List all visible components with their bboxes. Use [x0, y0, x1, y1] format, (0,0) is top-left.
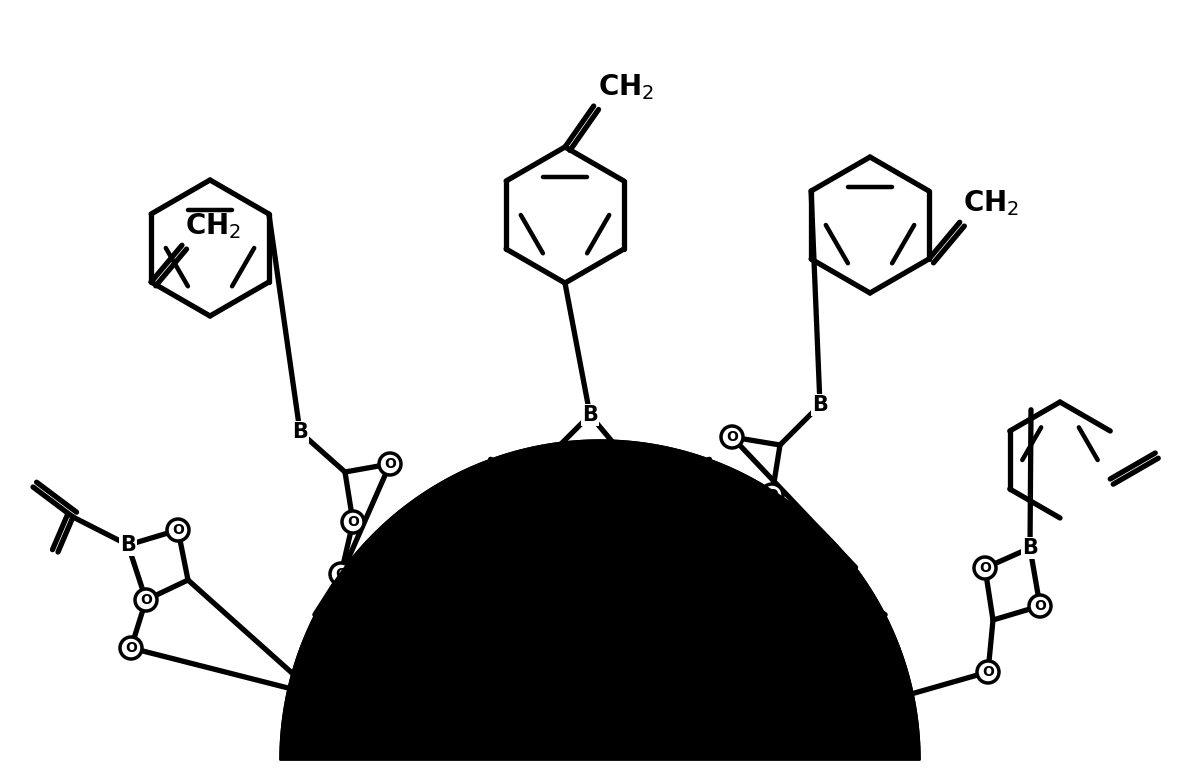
- Text: O: O: [141, 593, 153, 607]
- Circle shape: [135, 589, 157, 611]
- Text: O: O: [347, 515, 359, 529]
- Circle shape: [721, 426, 743, 448]
- Text: O: O: [384, 457, 396, 471]
- Text: O: O: [536, 456, 548, 470]
- Text: CH$_2$: CH$_2$: [963, 189, 1018, 218]
- Circle shape: [330, 563, 352, 585]
- Text: O: O: [778, 540, 790, 554]
- Text: CH$_2$: CH$_2$: [598, 72, 653, 102]
- Text: B: B: [292, 422, 307, 442]
- Circle shape: [342, 511, 364, 533]
- Text: O: O: [982, 665, 994, 679]
- Text: O: O: [125, 641, 137, 655]
- Circle shape: [974, 557, 996, 579]
- Text: O: O: [979, 561, 991, 575]
- Circle shape: [976, 661, 999, 683]
- Text: B: B: [582, 405, 598, 425]
- Text: O: O: [766, 488, 778, 502]
- Circle shape: [761, 484, 783, 506]
- Text: O: O: [172, 523, 184, 537]
- Text: O: O: [625, 456, 637, 470]
- Text: CH$_2$: CH$_2$: [185, 211, 241, 241]
- Circle shape: [1029, 595, 1051, 617]
- Polygon shape: [280, 440, 920, 760]
- Text: B: B: [120, 535, 136, 555]
- Circle shape: [773, 536, 795, 558]
- Circle shape: [120, 637, 142, 659]
- Text: B: B: [1022, 538, 1038, 558]
- Text: O: O: [1034, 599, 1046, 613]
- Text: O: O: [335, 567, 347, 581]
- Circle shape: [167, 519, 189, 541]
- Circle shape: [531, 452, 552, 474]
- Text: B: B: [812, 395, 827, 415]
- Polygon shape: [280, 440, 920, 760]
- Circle shape: [380, 453, 401, 475]
- Text: O: O: [727, 430, 737, 444]
- Circle shape: [619, 452, 641, 474]
